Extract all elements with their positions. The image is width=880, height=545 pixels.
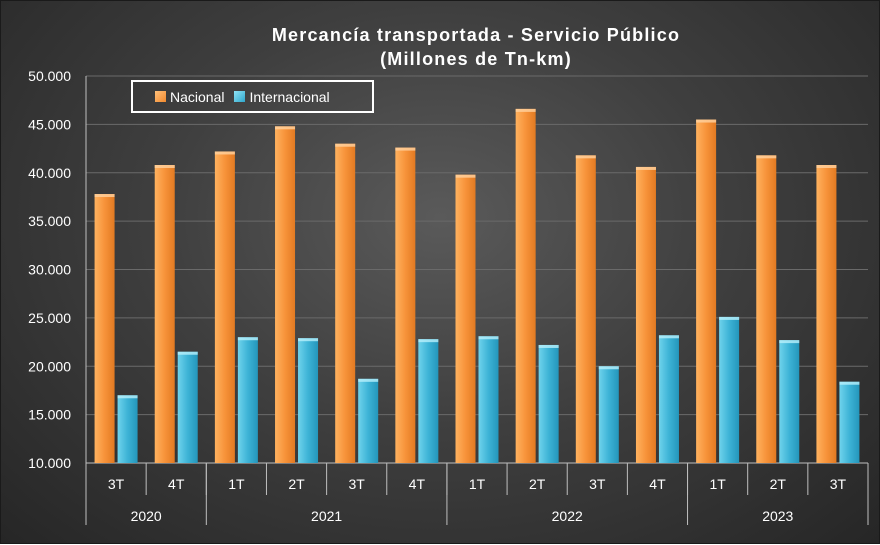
- bar-cap-nacional-6: [455, 174, 476, 178]
- legend-item-nacional: Nacional: [155, 89, 224, 105]
- bar-cap-nacional-11: [756, 155, 777, 159]
- bar-cap-internacional-0: [117, 395, 138, 399]
- bar-nacional-10: [696, 119, 717, 463]
- x-tick-label: 4T: [168, 476, 185, 492]
- bar-cap-nacional-7: [515, 108, 536, 112]
- bar-internacional-3: [298, 338, 319, 463]
- y-tick-label: 35.000: [28, 213, 71, 229]
- bar-cap-internacional-7: [538, 344, 559, 348]
- bar-cap-nacional-8: [575, 155, 596, 159]
- bar-cap-nacional-5: [395, 147, 416, 151]
- bar-internacional-12: [839, 381, 860, 463]
- bar-cap-internacional-12: [839, 381, 860, 385]
- bar-nacional-4: [335, 143, 356, 463]
- y-tick-label: 40.000: [28, 165, 71, 181]
- y-tick-label: 15.000: [28, 407, 71, 423]
- bar-nacional-2: [214, 151, 235, 463]
- y-tick-label: 45.000: [28, 116, 71, 132]
- x-tick-label: 1T: [709, 476, 726, 492]
- bar-cap-internacional-10: [719, 316, 740, 320]
- bar-cap-internacional-8: [598, 366, 619, 370]
- legend-label-nacional: Nacional: [170, 88, 225, 105]
- x-tick-label: 1T: [469, 476, 486, 492]
- bar-internacional-7: [538, 344, 559, 463]
- bar-nacional-3: [275, 126, 296, 463]
- x-tick-label: 2T: [288, 476, 305, 492]
- bar-cap-nacional-12: [816, 165, 837, 169]
- bar-internacional-1: [177, 351, 198, 463]
- bar-cap-internacional-5: [418, 339, 439, 343]
- y-tick-label: 50.000: [28, 68, 71, 84]
- year-group-label: 2020: [131, 508, 162, 524]
- bar-nacional-7: [515, 108, 536, 464]
- bar-internacional-4: [358, 378, 379, 463]
- legend-swatch-internacional: [234, 91, 246, 102]
- bar-nacional-8: [575, 155, 596, 463]
- bar-cap-internacional-1: [177, 351, 198, 355]
- bar-cap-internacional-11: [779, 340, 800, 344]
- year-group-label: 2023: [762, 508, 793, 524]
- legend-label-internacional: Internacional: [249, 88, 330, 105]
- y-tick-label: 20.000: [28, 358, 71, 374]
- x-tick-label: 3T: [349, 476, 366, 492]
- x-tick-label: 3T: [589, 476, 606, 492]
- bar-internacional-11: [779, 340, 800, 463]
- year-group-label: 2021: [311, 508, 342, 524]
- x-tick-label: 3T: [108, 476, 125, 492]
- bar-nacional-11: [756, 155, 777, 463]
- chart-title-line-2: (Millones de Tn-km): [380, 49, 572, 69]
- y-tick-label: 30.000: [28, 262, 71, 278]
- chart-title-line-1: Mercancía transportada - Servicio Públic…: [271, 25, 681, 45]
- bar-nacional-1: [154, 165, 175, 463]
- bar-cap-internacional-3: [298, 338, 319, 342]
- x-tick-label: 4T: [649, 476, 666, 492]
- x-tick-label: 1T: [228, 476, 245, 492]
- bar-cap-nacional-4: [335, 143, 356, 147]
- x-tick-label: 2T: [770, 476, 787, 492]
- bar-internacional-9: [658, 335, 679, 463]
- bar-internacional-6: [478, 336, 499, 463]
- bar-internacional-10: [719, 316, 740, 463]
- bar-cap-internacional-9: [658, 335, 679, 339]
- bar-internacional-0: [117, 395, 138, 463]
- bar-cap-nacional-0: [94, 194, 115, 198]
- y-tick-label: 25.000: [28, 310, 71, 326]
- bar-cap-nacional-10: [696, 119, 717, 123]
- bar-nacional-12: [816, 165, 837, 463]
- bar-cap-nacional-1: [154, 165, 175, 169]
- legend: Nacional Internacional: [131, 80, 374, 113]
- legend-swatch-nacional: [155, 91, 166, 102]
- bar-cap-internacional-4: [358, 378, 379, 382]
- bar-nacional-5: [395, 147, 416, 463]
- y-tick-label: 10.000: [28, 455, 71, 471]
- legend-item-internacional: Internacional: [234, 88, 330, 105]
- x-tick-label: 4T: [409, 476, 426, 492]
- bar-cap-nacional-2: [214, 151, 235, 155]
- bar-cap-internacional-2: [237, 337, 258, 341]
- year-group-label: 2022: [552, 508, 583, 524]
- x-tick-label: 2T: [529, 476, 546, 492]
- bar-nacional-0: [94, 194, 115, 463]
- bar-internacional-5: [418, 339, 439, 463]
- bar-internacional-8: [598, 366, 619, 463]
- bar-cap-internacional-6: [478, 336, 499, 340]
- bar-cap-nacional-3: [275, 126, 296, 130]
- x-tick-label: 3T: [830, 476, 847, 492]
- bar-internacional-2: [237, 337, 258, 463]
- bar-nacional-9: [635, 166, 656, 463]
- bar-nacional-6: [455, 174, 476, 463]
- chart-title: Mercancía transportada - Servicio Públic…: [1, 23, 880, 71]
- bar-cap-nacional-9: [635, 166, 656, 170]
